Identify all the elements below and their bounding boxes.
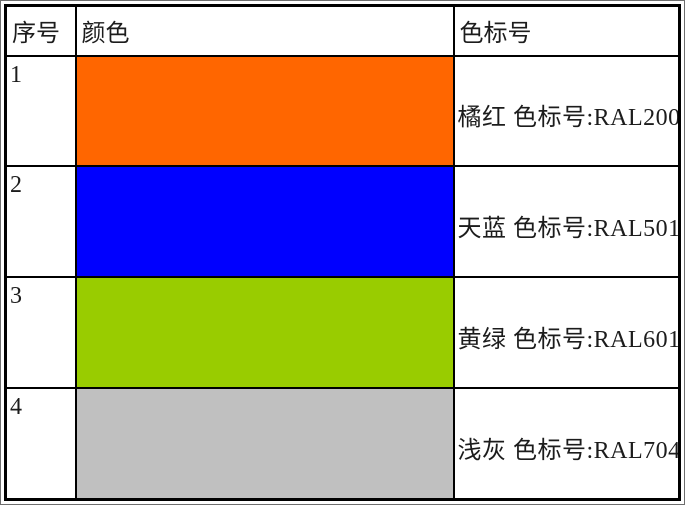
row-index: 4 bbox=[4, 386, 77, 501]
color-swatch bbox=[74, 54, 455, 168]
table-row: 1 橘红 色标号:RAL2004 bbox=[4, 54, 681, 168]
header-row: 序号 颜色 色标号 bbox=[4, 4, 681, 57]
color-code-label: 天蓝 色标号:RAL5015 bbox=[452, 165, 681, 278]
row-index: 3 bbox=[4, 275, 77, 389]
table-row: 2 天蓝 色标号:RAL5015 bbox=[4, 165, 681, 278]
row-index: 1 bbox=[4, 54, 77, 168]
color-code-table: 序号 颜色 色标号 1 橘红 色标号:RAL2004 2 天蓝 色标号:RAL5… bbox=[4, 4, 681, 501]
color-swatch bbox=[74, 275, 455, 389]
header-color: 颜色 bbox=[74, 4, 455, 57]
row-index: 2 bbox=[4, 165, 77, 278]
table-row: 4 浅灰 色标号:RAL7047 bbox=[4, 386, 681, 501]
color-swatch bbox=[74, 165, 455, 278]
color-swatch bbox=[74, 386, 455, 501]
color-code-label: 黄绿 色标号:RAL6018 bbox=[452, 275, 681, 389]
color-code-label: 浅灰 色标号:RAL7047 bbox=[452, 386, 681, 501]
color-code-label: 橘红 色标号:RAL2004 bbox=[452, 54, 681, 168]
header-color-code: 色标号 bbox=[452, 4, 681, 57]
table-row: 3 黄绿 色标号:RAL6018 bbox=[4, 275, 681, 389]
header-index: 序号 bbox=[4, 4, 77, 57]
